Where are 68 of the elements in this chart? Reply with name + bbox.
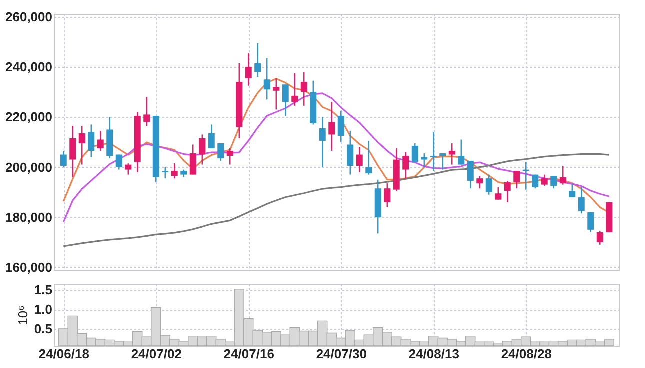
candlestick [560, 165, 566, 186]
candlestick [569, 182, 576, 198]
candlestick [144, 96, 150, 127]
candlestick [366, 140, 372, 176]
x-tick-label: 24/07/16 [224, 346, 274, 362]
x-tick-label: 24/07/02 [131, 346, 182, 362]
y-axis-title: 10⁶ [15, 306, 30, 326]
candlestick [541, 174, 548, 187]
x-tick-label: 24/08/28 [501, 346, 552, 362]
y-tick-label: 180,000 [6, 210, 52, 225]
candlestick [504, 180, 511, 203]
candlestick [300, 72, 308, 107]
candlestick [60, 150, 67, 168]
y-tick-label: 260,000 [6, 10, 52, 25]
y-tick-label: 220,000 [6, 110, 52, 125]
candlestick [596, 230, 604, 246]
candlestick [78, 125, 86, 166]
candlestick [319, 116, 326, 168]
candlestick [578, 186, 585, 214]
candlestick [328, 102, 336, 152]
candlestick [495, 186, 502, 200]
candlestick [97, 130, 104, 152]
line-series [62, 153, 610, 248]
candlestick [440, 152, 446, 170]
candlestick [347, 130, 354, 176]
candlestick [514, 170, 520, 190]
x-tick-label: 24/06/18 [38, 346, 90, 362]
candlestick [486, 174, 492, 196]
candlestick [356, 146, 363, 173]
candlestick [532, 174, 539, 190]
candlestick [421, 152, 428, 168]
candlestick [245, 52, 252, 86]
candlestick [273, 78, 280, 110]
candlestick [412, 142, 418, 163]
y-tick-label: 1.5 [34, 282, 52, 298]
candlestick [171, 162, 178, 180]
candlestick [338, 110, 344, 143]
candlestick [476, 175, 484, 190]
candlestick [116, 154, 122, 170]
candlestick [550, 175, 558, 190]
x-tick-label: 24/08/13 [408, 346, 460, 362]
y-tick-label: 0.5 [34, 321, 52, 336]
y-tick-label: 240,000 [6, 60, 52, 75]
candlestick [448, 142, 456, 166]
candlestick [190, 144, 196, 176]
candlestick [208, 124, 215, 150]
candlestick [264, 58, 270, 100]
candlestick [384, 182, 391, 208]
candlestick [402, 152, 410, 180]
candlestick [226, 148, 234, 166]
candlestick [254, 42, 262, 78]
candlestick [430, 132, 437, 172]
candlestick [88, 124, 95, 158]
candlestick [199, 134, 206, 166]
y-tick-label: 1.0 [34, 302, 52, 318]
candlestick [588, 212, 594, 234]
candlestick [282, 84, 289, 117]
candlestick [467, 160, 474, 190]
candlestick [292, 72, 298, 107]
y-tick-label: 200,000 [6, 160, 52, 175]
candlestick [162, 166, 169, 180]
y-tick-label: 160,000 [6, 260, 52, 275]
x-tick-label: 24/07/30 [316, 346, 367, 362]
line-series [62, 92, 610, 223]
candlestick [125, 162, 132, 176]
candlestick [458, 139, 465, 166]
candlestick [218, 142, 224, 162]
candlestick [70, 125, 76, 178]
